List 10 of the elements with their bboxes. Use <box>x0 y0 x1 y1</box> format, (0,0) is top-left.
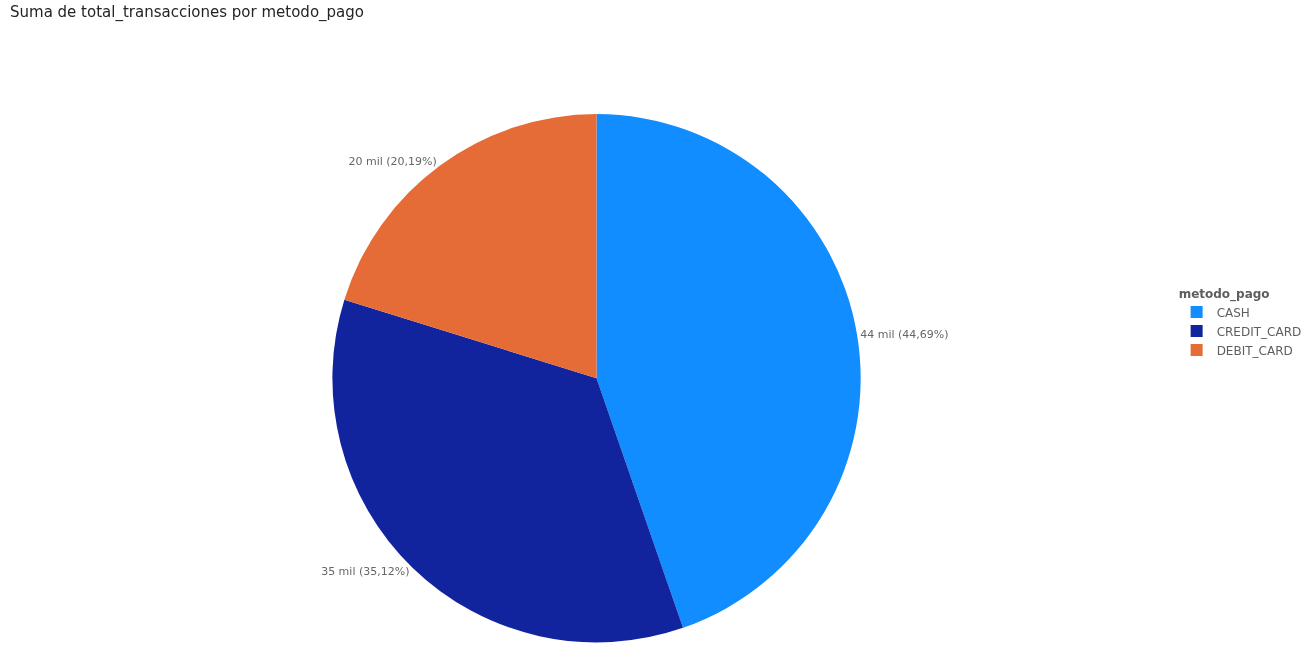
legend-label: CREDIT_CARD <box>1216 324 1302 339</box>
pie-slice <box>344 114 597 379</box>
legend-label: DEBIT_CARD <box>1216 343 1293 358</box>
data-label: 44 mil (44,69%) <box>860 327 949 341</box>
legend-title: metodo_pago <box>1178 286 1270 302</box>
legend-label: CASH <box>1216 305 1250 320</box>
data-label: 20 mil (20,19%) <box>348 154 437 168</box>
pie-slice <box>596 114 861 628</box>
data-label: 35 mil (35,12%) <box>321 564 410 578</box>
text: Suma de total_transacciones por metodo_pago <box>10 2 364 22</box>
